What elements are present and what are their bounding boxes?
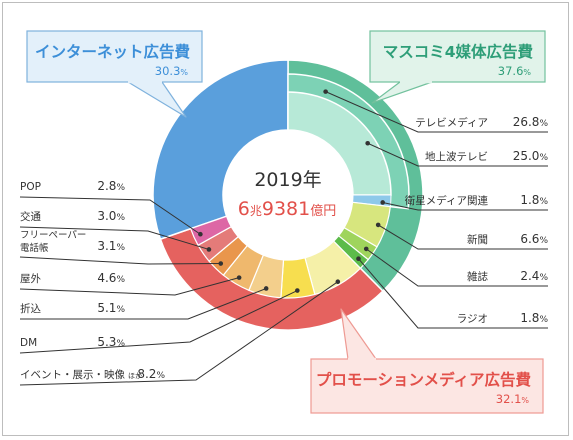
label-promo-4-value-unit: % [116, 243, 125, 253]
callout-internet-title: インターネット広告費 [35, 42, 191, 61]
label-promo-6-name: POP [20, 181, 41, 193]
label-promo-5-dot [206, 247, 212, 252]
callout-internet-tail [127, 81, 187, 118]
label-promo-1-value-unit: % [116, 339, 125, 349]
center-total-part-3: 億円 [310, 203, 336, 219]
label-mass-0-name: テレビメディア [415, 116, 488, 129]
label-mass-2-dot [380, 200, 386, 205]
label-promo-4-dot [218, 261, 224, 266]
label-mass-2-name: 衛星メディア関連 [405, 194, 489, 207]
label-promo-5-value-unit: % [116, 213, 125, 223]
label-mass-5-line [358, 258, 548, 329]
label-promo-2-value: 5.1% [97, 301, 125, 315]
label-promo-5-line [19, 226, 210, 250]
label-mass-3-name: 新聞 [467, 233, 488, 246]
center-total-part-2: 9381 [262, 198, 310, 220]
label-mass-5-value-unit: % [539, 315, 548, 325]
label-promo-1-value: 5.3% [97, 335, 125, 349]
label-promo-6-value: 2.8% [97, 179, 125, 193]
label-mass-1-value: 25.0% [513, 149, 549, 163]
callout-mass: マスコミ4媒体広告費 37.6% [369, 30, 546, 104]
label-promo-2-value-unit: % [116, 305, 125, 315]
label-promo-0-line [19, 281, 339, 386]
callout-promo-title: プロモーションメディア広告費 [316, 370, 532, 389]
center-year: 2019年 [254, 169, 321, 191]
label-mass-2-value-unit: % [539, 197, 548, 207]
label-promo-5-name: 交通 [20, 210, 41, 223]
label-promo-1-name: DM [20, 337, 37, 349]
label-promo-6-value-unit: % [116, 183, 125, 193]
label-promo-5-value: 3.0% [97, 209, 125, 223]
label-mass-3-value: 6.6% [520, 232, 548, 246]
label-mass-3-value-unit: % [539, 236, 548, 246]
callout-internet-box [26, 30, 203, 83]
label-mass-0-line [325, 91, 548, 133]
label-promo-0-suffix: ほか [128, 372, 142, 380]
slice-promo-6 [189, 215, 233, 247]
callout-promo-unit: % [521, 396, 529, 405]
callout-internet: インターネット広告費 30.3% [26, 30, 203, 118]
callout-mass-tail [371, 81, 433, 104]
label-promo-1-dot [295, 288, 300, 293]
callout-promo: プロモーションメディア広告費 32.1% [310, 308, 544, 414]
label-promo-4-name: フリーペーパー [20, 230, 86, 241]
label-mass-1-line [367, 142, 548, 167]
label-mass-2-value: 1.8% [520, 193, 548, 207]
label-mass-0-value: 26.8% [513, 115, 549, 129]
callout-promo-tail [340, 308, 377, 360]
chart-frame [2, 2, 569, 436]
center-total-part-1: 兆 [250, 204, 262, 218]
callout-internet-unit: % [180, 68, 188, 77]
label-promo-4-name-line1: 電話帳 [20, 242, 49, 254]
label-mass-4-dot [363, 246, 369, 252]
label-promo-2-name: 折込 [20, 302, 41, 315]
label-mass-5-dot [356, 256, 361, 262]
label-promo-1-line [19, 290, 298, 354]
label-mass-0-value-unit: % [539, 119, 548, 129]
callout-mass-unit: % [523, 68, 531, 77]
label-mass-3-line [377, 224, 548, 250]
label-promo-2-line [20, 288, 267, 320]
label-promo-3-dot [236, 275, 242, 280]
label-mass-5-value: 1.8% [520, 311, 548, 325]
label-mass-4-value-unit: % [539, 273, 548, 283]
label-promo-6-line [19, 196, 201, 235]
label-promo-3-value-unit: % [116, 275, 125, 285]
callout-mass-box [369, 30, 546, 83]
label-promo-4-line [19, 256, 221, 265]
label-mass-4-name: 雑誌 [467, 270, 488, 283]
center-total-part-0: 6 [238, 198, 250, 220]
category-slice-internet [152, 59, 289, 241]
callout-mass-value: 37.6% [498, 64, 532, 78]
label-promo-3-name: 屋外 [20, 273, 41, 285]
label-promo-0-dot [335, 279, 341, 285]
label-promo-0-name: イベント・展示・映像 ほか [20, 369, 142, 381]
label-promo-2-dot [263, 286, 269, 291]
callout-promo-box [310, 358, 544, 414]
label-mass-1-dot [365, 140, 370, 146]
label-promo-0-value-unit: % [156, 371, 165, 381]
label-promo-0-value: 8.2% [137, 367, 165, 381]
center-total: 6兆9381億円 [238, 198, 336, 220]
label-mass-5-name: ラジオ [457, 313, 488, 325]
callout-mass-title: マスコミ4媒体広告費 [383, 42, 534, 61]
callout-promo-value: 32.1% [496, 392, 530, 406]
label-mass-0-dot [323, 89, 328, 94]
label-mass-3-dot [375, 222, 381, 228]
label-mass-2-line [382, 201, 548, 211]
label-mass-4-line [365, 248, 548, 287]
label-promo-4-value: 3.1% [97, 239, 125, 253]
label-promo-3-line [19, 277, 240, 296]
label-promo-6-dot [198, 231, 203, 237]
callout-internet-value: 30.3% [155, 64, 189, 78]
label-mass-1-name: 地上波テレビ [425, 150, 488, 163]
label-mass-1-value-unit: % [539, 153, 548, 163]
label-mass-4-value: 2.4% [520, 269, 548, 283]
label-promo-3-value: 4.6% [97, 271, 125, 285]
